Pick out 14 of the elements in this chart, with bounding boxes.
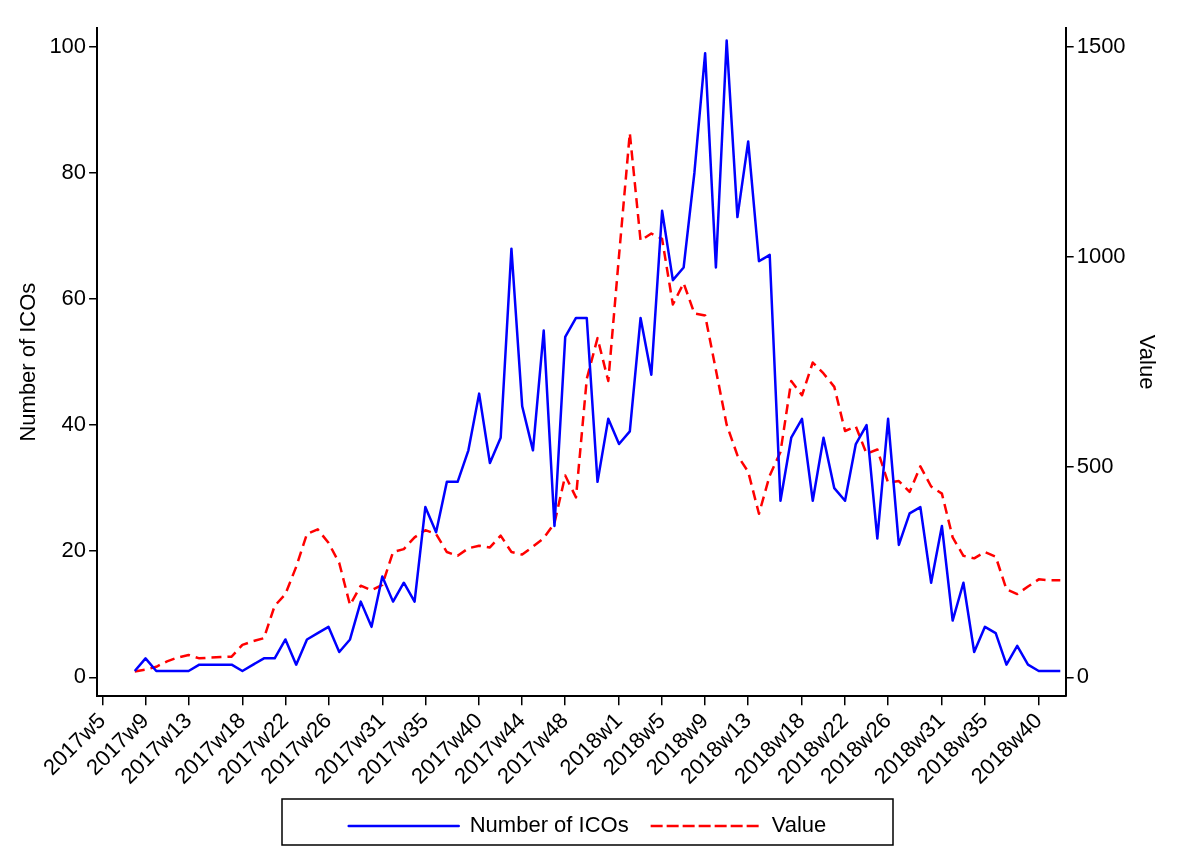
legend-label: Value xyxy=(771,812,827,838)
y-tick-label: 80 xyxy=(61,159,87,185)
y2-axis-title: Value xyxy=(1134,334,1160,390)
y2-tick-label: 500 xyxy=(1076,453,1114,479)
y-tick-label: 100 xyxy=(49,32,87,58)
y-tick-label: 60 xyxy=(61,285,87,311)
y-axis-title: Number of ICOs xyxy=(15,282,41,442)
y-tick-label: 40 xyxy=(61,411,87,437)
y2-tick-label: 0 xyxy=(1076,663,1089,689)
y-tick-label: 20 xyxy=(61,537,87,563)
legend-label: Number of ICOs xyxy=(469,812,629,838)
y-tick-label: 0 xyxy=(73,663,87,689)
y2-tick-label: 1500 xyxy=(1076,32,1126,58)
y2-tick-label: 1000 xyxy=(1076,243,1126,269)
